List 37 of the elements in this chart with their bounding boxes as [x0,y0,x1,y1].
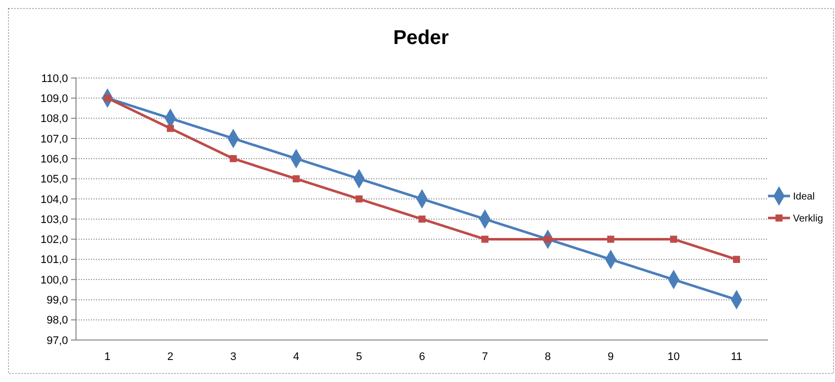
x-tick-label: 9 [608,351,614,363]
x-tick-label: 6 [418,351,426,363]
y-tick-label: 97,0 [46,334,68,347]
chart-title: Peder [393,27,450,49]
y-tick-label: 108,0 [40,113,68,126]
x-tick-label: 10 [668,351,680,363]
y-tick-label: 107,0 [40,133,68,146]
x-tick-label: 3 [230,351,236,363]
point [670,236,678,243]
point [418,216,426,223]
x-tick-label: 7 [482,351,488,363]
y-tick-label: 98,0 [46,314,68,327]
y-tick-label: 102,0 [40,234,68,246]
y-tick-label: 100,0 [40,274,68,286]
x-tick-label: 5 [356,351,362,363]
y-tick-label: 106,0 [40,153,68,166]
y-tick-label: 103,0 [40,214,68,226]
legend-label: Verklig [793,214,824,224]
y-tick-label: 105,0 [40,174,68,186]
point [166,124,174,132]
y-tick-label: 109,0 [40,93,68,106]
y-tick-label: 101,0 [40,254,68,266]
y-tick-label: 110,0 [41,72,68,85]
y-tick-label: 99,0 [46,294,68,307]
x-tick-label: 8 [544,351,551,363]
x-tick-label: 2 [167,351,174,363]
x-tick-label: 11 [730,351,742,363]
point [356,195,363,202]
legend-label: Ideal [793,192,815,202]
point [607,236,614,243]
point [292,175,300,182]
x-tick-label: 4 [293,351,300,363]
point [733,256,740,263]
point [481,236,488,243]
x-tick-label: 1 [104,351,111,363]
point [230,155,237,162]
y-tick-label: 104,0 [40,194,68,206]
